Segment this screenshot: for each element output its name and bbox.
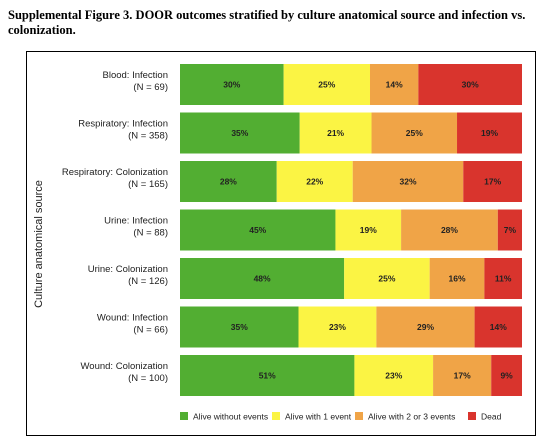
data-label: 23% [329, 322, 346, 332]
figure-title: Supplemental Figure 3. DOOR outcomes str… [8, 8, 526, 37]
y-axis-label: Culture anatomical source [33, 180, 45, 308]
bar-segment [180, 161, 277, 202]
legend-item: Alive without events [180, 412, 268, 422]
bar-segment [180, 355, 355, 396]
legend-label: Alive with 2 or 3 events [368, 412, 455, 422]
legend-item: Dead [468, 412, 502, 422]
bar-segment [457, 112, 522, 154]
data-label: 35% [231, 322, 248, 332]
data-label: 29% [417, 322, 434, 332]
category-label: Respiratory: Infection [78, 119, 168, 130]
category-label: Blood: Infection [103, 70, 169, 81]
bar-segment [491, 355, 522, 396]
category-label: (N = 126) [128, 276, 168, 287]
data-label: 19% [481, 128, 498, 138]
bar-segment [299, 112, 372, 154]
bar-segment [283, 64, 370, 105]
bar-row: 45% 19% 28% 7% [180, 209, 522, 251]
legend-swatch [468, 412, 476, 420]
category-label: Respiratory: Colonization [62, 167, 168, 178]
category-label: (N = 100) [128, 373, 168, 384]
legend-item: Alive with 2 or 3 events [355, 412, 455, 422]
data-label: 25% [378, 274, 395, 284]
bar-row: 51% 23% 17% 9% [180, 355, 522, 396]
bar-segment [429, 258, 485, 299]
bar-segment [298, 306, 377, 348]
category-label: (N = 66) [133, 325, 168, 336]
bar-segment [484, 258, 522, 299]
data-label: 30% [223, 80, 240, 90]
legend-swatch [180, 412, 188, 420]
data-label: 14% [490, 322, 507, 332]
legend-label: Alive without events [193, 412, 268, 422]
bar-segment [344, 258, 430, 299]
data-label: 51% [259, 371, 276, 381]
data-label: 19% [360, 225, 377, 235]
data-label: 17% [454, 371, 471, 381]
bar-segment [497, 209, 522, 251]
bar-row: 30% 25% 14% 30% [180, 64, 522, 105]
data-label: 7% [504, 225, 517, 235]
legend-swatch [272, 412, 280, 420]
data-label: 28% [220, 177, 237, 187]
bar-segment [180, 258, 345, 299]
data-label: 21% [327, 128, 344, 138]
category-label: (N = 358) [128, 131, 168, 142]
bar-segment [463, 161, 522, 202]
data-label: 11% [495, 274, 512, 284]
data-label: 17% [484, 177, 501, 187]
data-label: 48% [254, 274, 271, 284]
bar-segment [180, 306, 299, 348]
bar-segment [180, 209, 336, 251]
bar-segment [352, 161, 464, 202]
legend-label: Alive with 1 event [285, 412, 352, 422]
legend: Alive without events Alive with 1 event Al… [180, 412, 502, 422]
bar-row: 35% 21% 25% 19% [180, 112, 522, 154]
data-label: 32% [399, 177, 416, 187]
bar-segment [371, 112, 458, 154]
bar-row: 28% 22% 32% 17% [180, 161, 522, 202]
legend-item: Alive with 1 event [272, 412, 352, 422]
legend-swatch [355, 412, 363, 420]
data-label: 9% [500, 371, 513, 381]
data-label: 30% [462, 80, 479, 90]
bar-segment [180, 112, 300, 154]
y-axis-label-group: Culture anatomical source [33, 180, 45, 308]
bar-segment [474, 306, 522, 348]
bar-segment [335, 209, 402, 251]
bar-segment [401, 209, 498, 251]
category-label: Wound: Infection [97, 313, 168, 324]
data-label: 23% [385, 371, 402, 381]
bar-segment [418, 64, 522, 105]
bar-row: 48% 25% 16% 11% [180, 258, 522, 299]
data-label: 14% [386, 80, 403, 90]
data-label: 35% [231, 128, 248, 138]
data-label: 16% [449, 274, 466, 284]
data-label: 22% [306, 177, 323, 187]
category-label: Urine: Infection [104, 216, 168, 227]
bar-segment [376, 306, 475, 348]
category-label: (N = 88) [133, 228, 168, 239]
data-label: 25% [318, 80, 335, 90]
bar-segment [276, 161, 353, 202]
data-label: 45% [249, 225, 266, 235]
category-label: (N = 69) [133, 82, 168, 93]
data-label: 28% [441, 225, 458, 235]
legend-label: Dead [481, 412, 502, 422]
category-labels-group: Blood: Infection(N = 69) Respiratory: Inf… [62, 70, 168, 384]
category-label: Urine: Colonization [88, 264, 168, 275]
bar-row: 35% 23% 29% 14% [180, 306, 522, 348]
data-label: 25% [406, 128, 423, 138]
category-label: Wound: Colonization [81, 361, 169, 372]
category-label: (N = 165) [128, 179, 168, 190]
bar-segment [354, 355, 434, 396]
bar-segment [180, 64, 284, 105]
bar-segment [433, 355, 492, 396]
bars-group: 30% 25% 14% 30% 35% 21% 25% 19% 28% 22% 32% 17% 45% 1… [180, 64, 522, 396]
bar-segment [370, 64, 419, 105]
